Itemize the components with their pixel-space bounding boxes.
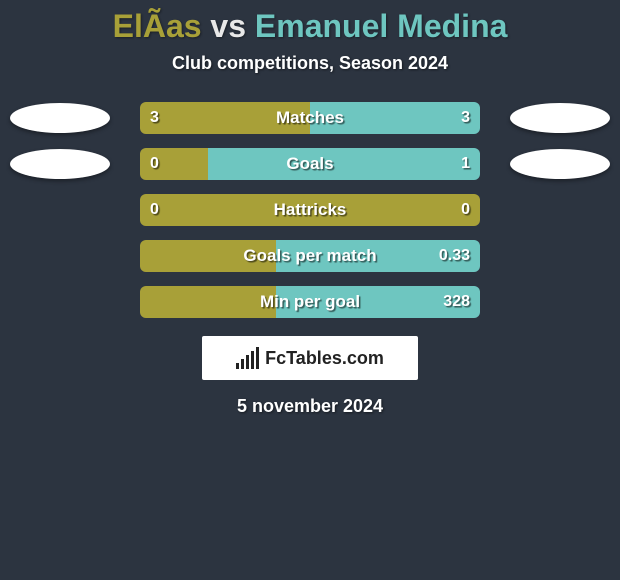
stat-label: Goals per match bbox=[140, 240, 480, 272]
stat-label: Hattricks bbox=[140, 194, 480, 226]
avatar-player1 bbox=[10, 103, 110, 133]
stat-row: Goals0 1 bbox=[0, 148, 620, 180]
stat-label: Matches bbox=[140, 102, 480, 134]
stat-bar-track: Hattricks0 0 bbox=[140, 194, 480, 226]
title-vs: vs bbox=[210, 8, 246, 44]
stat-label: Goals bbox=[140, 148, 480, 180]
subtitle: Club competitions, Season 2024 bbox=[0, 53, 620, 74]
title-player2: Emanuel Medina bbox=[255, 8, 508, 44]
stat-bar-track: Goals per match0.33 bbox=[140, 240, 480, 272]
title-player1: ElÃ­as bbox=[113, 8, 202, 44]
stat-value-right: 0 bbox=[461, 194, 470, 226]
stat-value-left: 0 bbox=[150, 148, 159, 180]
stats-container: Matches33Goals01Hattricks00Goals per mat… bbox=[0, 102, 620, 318]
avatar-player2 bbox=[510, 149, 610, 179]
avatar-player1 bbox=[10, 149, 110, 179]
stat-value-right: 3 bbox=[461, 102, 470, 134]
logo: FcTables.com bbox=[202, 336, 418, 380]
stat-value-right: 328 bbox=[443, 286, 470, 318]
logo-text: FcTables.com bbox=[265, 348, 384, 369]
date: 5 november 2024 bbox=[0, 396, 620, 417]
stat-label: Min per goal bbox=[140, 286, 480, 318]
stat-row: Min per goal328 bbox=[0, 286, 620, 318]
stat-value-right: 0.33 bbox=[439, 240, 470, 272]
stat-value-left: 0 bbox=[150, 194, 159, 226]
stat-row: Hattricks0 0 bbox=[0, 194, 620, 226]
stat-bar-track: Min per goal328 bbox=[140, 286, 480, 318]
avatar-player2 bbox=[510, 103, 610, 133]
stat-bar-track: Matches3 3 bbox=[140, 102, 480, 134]
logo-bars-icon bbox=[236, 347, 259, 369]
stat-row: Matches3 3 bbox=[0, 102, 620, 134]
stat-value-right: 1 bbox=[461, 148, 470, 180]
page-title: ElÃ­as vs Emanuel Medina bbox=[0, 0, 620, 53]
stat-row: Goals per match0.33 bbox=[0, 240, 620, 272]
stat-bar-track: Goals0 1 bbox=[140, 148, 480, 180]
stat-value-left: 3 bbox=[150, 102, 159, 134]
